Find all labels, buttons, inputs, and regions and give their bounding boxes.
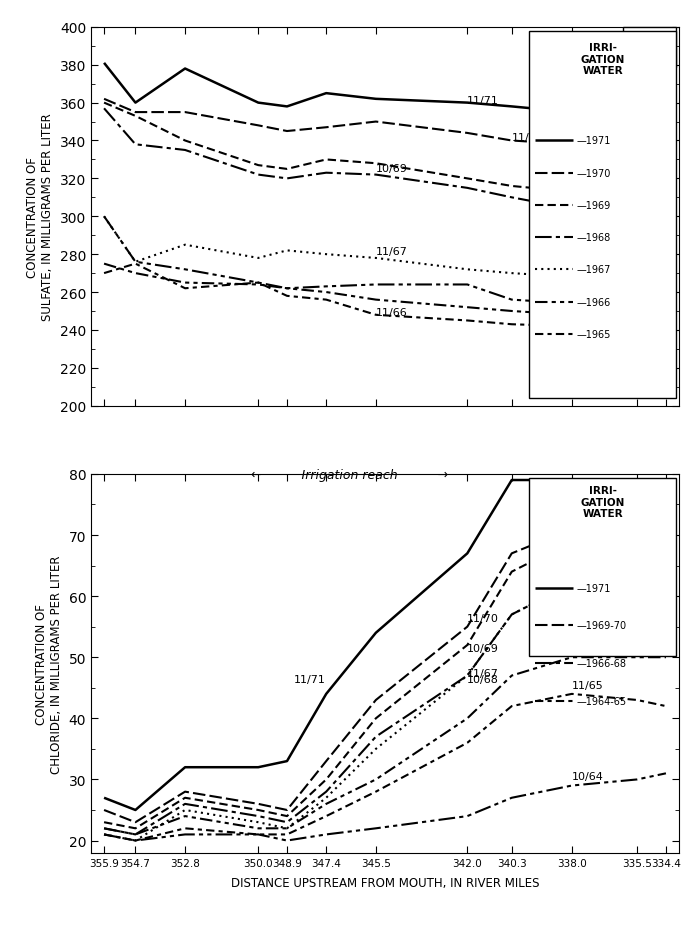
Text: 11/70: 11/70 — [512, 133, 544, 144]
Text: 10/69: 10/69 — [468, 643, 499, 654]
Y-axis label: CONCENTRATION OF
SULFATE, IN MILLIGRAMS PER LITER: CONCENTRATION OF SULFATE, IN MILLIGRAMS … — [26, 113, 54, 321]
Text: —1966: —1966 — [576, 298, 610, 307]
Text: —1969-70: —1969-70 — [576, 621, 627, 630]
Text: 10/68: 10/68 — [468, 674, 499, 684]
Text: —1968: —1968 — [576, 233, 610, 243]
Text: 10/69: 10/69 — [376, 164, 407, 173]
Text: —1966-68: —1966-68 — [576, 658, 626, 668]
Y-axis label: CONCENTRATION OF
CHLORIDE, IN MILLIGRAMS PER LITER: CONCENTRATION OF CHLORIDE, IN MILLIGRAMS… — [35, 554, 63, 773]
Text: 11/70: 11/70 — [468, 613, 499, 623]
Text: 11/67: 11/67 — [376, 247, 407, 257]
Text: IRRI-
GATION
WATER: IRRI- GATION WATER — [580, 486, 624, 519]
Text: —1969: —1969 — [576, 200, 610, 210]
Text: —1967: —1967 — [576, 265, 610, 275]
Text: 11/65: 11/65 — [572, 334, 603, 344]
Text: —1971: —1971 — [576, 583, 610, 593]
Text: —1970: —1970 — [576, 169, 610, 179]
Text: 11/71: 11/71 — [468, 95, 499, 106]
Text: 11/66: 11/66 — [376, 308, 407, 317]
X-axis label: DISTANCE UPSTREAM FROM MOUTH, IN RIVER MILES: DISTANCE UPSTREAM FROM MOUTH, IN RIVER M… — [231, 876, 539, 889]
FancyBboxPatch shape — [529, 32, 676, 399]
Text: 11/67: 11/67 — [468, 667, 499, 678]
Text: 11/71: 11/71 — [294, 674, 326, 684]
Text: 10/68: 10/68 — [572, 197, 603, 208]
Text: IRRI-
GATION
WATER: IRRI- GATION WATER — [626, 32, 673, 65]
FancyBboxPatch shape — [529, 478, 676, 656]
Text: 10/64: 10/64 — [572, 771, 603, 781]
Text: ←          Irrigation reach          →: ← Irrigation reach → — [251, 468, 449, 481]
Text: 10/64: 10/64 — [572, 292, 603, 302]
Text: 11/65: 11/65 — [572, 680, 603, 690]
Text: IRRI-
GATION
WATER: IRRI- GATION WATER — [580, 43, 624, 76]
Text: —1965: —1965 — [576, 329, 610, 339]
Text: —1971: —1971 — [576, 136, 610, 146]
Text: —1964-65: —1964-65 — [576, 696, 627, 706]
Text: 11/66: 11/66 — [572, 643, 603, 654]
